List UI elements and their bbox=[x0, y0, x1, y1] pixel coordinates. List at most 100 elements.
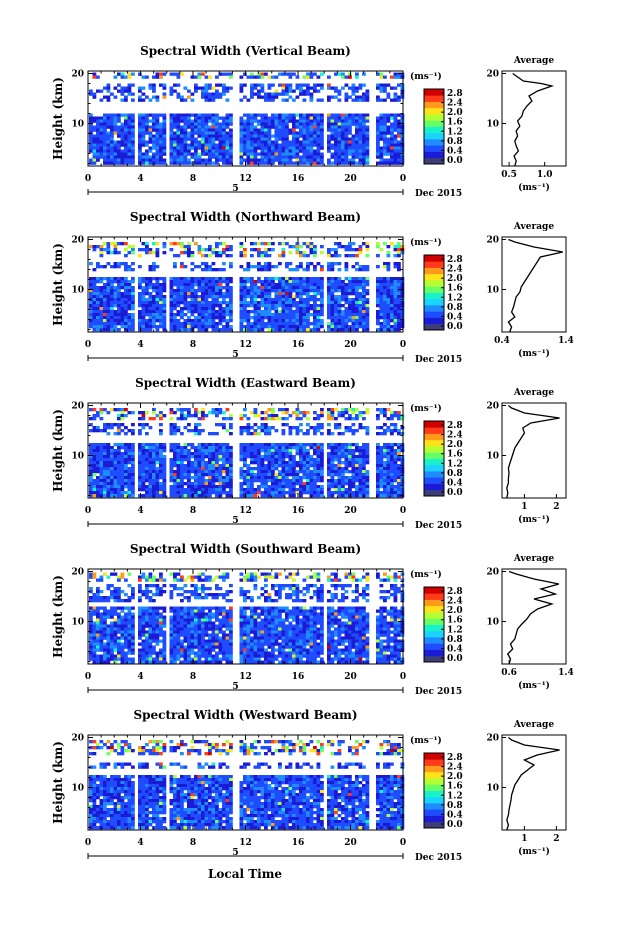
heatmap-cell bbox=[197, 245, 202, 249]
heatmap-cell bbox=[390, 488, 394, 492]
heatmap-cell bbox=[274, 140, 279, 144]
colorbar-segment bbox=[424, 89, 444, 96]
heatmap-cell bbox=[117, 304, 121, 308]
heatmap-cell bbox=[393, 461, 398, 465]
heatmap-cell bbox=[218, 488, 223, 492]
heatmap-cell bbox=[365, 310, 370, 314]
heatmap-cell bbox=[222, 161, 226, 165]
heatmap-cell bbox=[194, 467, 198, 471]
heatmap-cell bbox=[264, 295, 268, 299]
heatmap-cell bbox=[330, 491, 335, 495]
heatmap-cell bbox=[292, 146, 296, 150]
panel-1: Spectral Width (Vertical Beam)1020Height… bbox=[51, 44, 567, 199]
heatmap-cell bbox=[299, 251, 303, 255]
heatmap-cell bbox=[295, 304, 300, 308]
heatmap-cell bbox=[271, 491, 275, 495]
heatmap-cell bbox=[155, 491, 160, 495]
heatmap-cell bbox=[239, 137, 244, 141]
heatmap-cell bbox=[386, 92, 391, 96]
heatmap-cell bbox=[215, 313, 219, 317]
heatmap-cell bbox=[288, 452, 293, 456]
heatmap-cell bbox=[253, 491, 258, 495]
heatmap-cell bbox=[89, 488, 93, 492]
heatmap-cell bbox=[127, 316, 132, 320]
heatmap-cell bbox=[176, 446, 181, 450]
heatmap-cell bbox=[155, 140, 160, 144]
heatmap-cell bbox=[208, 482, 212, 486]
heatmap-cell bbox=[260, 155, 265, 159]
heatmap-cell bbox=[106, 251, 111, 255]
heatmap-cell bbox=[155, 310, 160, 314]
heatmap-cell bbox=[397, 289, 401, 293]
heatmap-cell bbox=[376, 140, 380, 144]
heatmap-cell bbox=[148, 313, 153, 317]
average-y-tick-label: 20 bbox=[486, 236, 499, 246]
heatmap-cell bbox=[239, 265, 244, 269]
heatmap-cell bbox=[215, 149, 219, 153]
heatmap-cell bbox=[120, 458, 125, 462]
heatmap-cell bbox=[267, 283, 272, 287]
heatmap-cell bbox=[393, 140, 398, 144]
heatmap-cell bbox=[271, 140, 275, 144]
heatmap-cell bbox=[281, 458, 286, 462]
heatmap-cell bbox=[302, 134, 307, 138]
heatmap-cell bbox=[302, 251, 307, 255]
heatmap-cell bbox=[120, 283, 125, 287]
heatmap-cell bbox=[218, 479, 223, 483]
average-x-tick-label: 1.0 bbox=[537, 170, 553, 180]
heatmap-cell bbox=[211, 134, 216, 138]
heatmap-cell bbox=[271, 467, 275, 471]
heatmap-cell bbox=[379, 455, 384, 459]
heatmap-cell bbox=[229, 265, 233, 269]
heatmap-cell bbox=[344, 455, 349, 459]
heatmap-cell bbox=[358, 464, 363, 468]
heatmap-cell bbox=[222, 86, 226, 90]
heatmap-cell bbox=[264, 479, 268, 483]
heatmap-cell bbox=[309, 98, 314, 102]
heatmap-cell bbox=[211, 137, 216, 141]
heatmap-cell bbox=[295, 143, 300, 147]
heatmap-cell bbox=[152, 446, 156, 450]
heatmap-cell bbox=[362, 128, 366, 132]
heatmap-cell bbox=[285, 158, 289, 162]
heatmap-cell bbox=[330, 470, 335, 474]
heatmap-cell bbox=[243, 452, 247, 456]
heatmap-cell bbox=[271, 149, 275, 153]
heatmap-cell bbox=[243, 328, 247, 332]
heatmap-cell bbox=[390, 458, 394, 462]
heatmap-cell bbox=[281, 488, 286, 492]
heatmap-cell bbox=[337, 161, 342, 165]
colorbar-frame bbox=[423, 254, 445, 331]
heatmap-cell bbox=[201, 86, 205, 90]
heatmap-cell bbox=[386, 161, 391, 165]
heatmap-cell bbox=[187, 295, 191, 299]
heatmap-cell bbox=[131, 251, 135, 255]
heatmap-cell bbox=[334, 286, 338, 290]
heatmap-cell bbox=[155, 458, 160, 462]
heatmap-cell bbox=[383, 461, 387, 465]
heatmap-cell bbox=[341, 319, 345, 323]
heatmap-cell bbox=[162, 304, 167, 308]
heatmap-cell bbox=[124, 449, 128, 453]
heatmap-cell bbox=[295, 470, 300, 474]
heatmap-cell bbox=[99, 89, 104, 93]
heatmap-cell bbox=[99, 458, 104, 462]
heatmap-cell bbox=[138, 464, 142, 468]
heatmap-cell bbox=[253, 131, 258, 135]
heatmap-cell bbox=[355, 316, 359, 320]
heatmap-cell bbox=[89, 479, 93, 483]
heatmap-cell bbox=[313, 122, 317, 126]
heatmap-cell bbox=[208, 449, 212, 453]
heatmap-cell bbox=[243, 307, 247, 311]
heatmap-cell bbox=[316, 491, 321, 495]
heatmap-cell bbox=[250, 116, 254, 120]
heatmap-cell bbox=[187, 248, 191, 252]
heatmap-cell bbox=[218, 122, 223, 126]
heatmap-cell bbox=[281, 464, 286, 468]
heatmap-cell bbox=[127, 75, 132, 79]
heatmap-cell bbox=[145, 280, 149, 284]
heatmap-cell bbox=[316, 146, 321, 150]
heatmap-cell bbox=[229, 313, 233, 317]
heatmap-cell bbox=[187, 89, 191, 93]
heatmap-cell bbox=[379, 485, 384, 489]
